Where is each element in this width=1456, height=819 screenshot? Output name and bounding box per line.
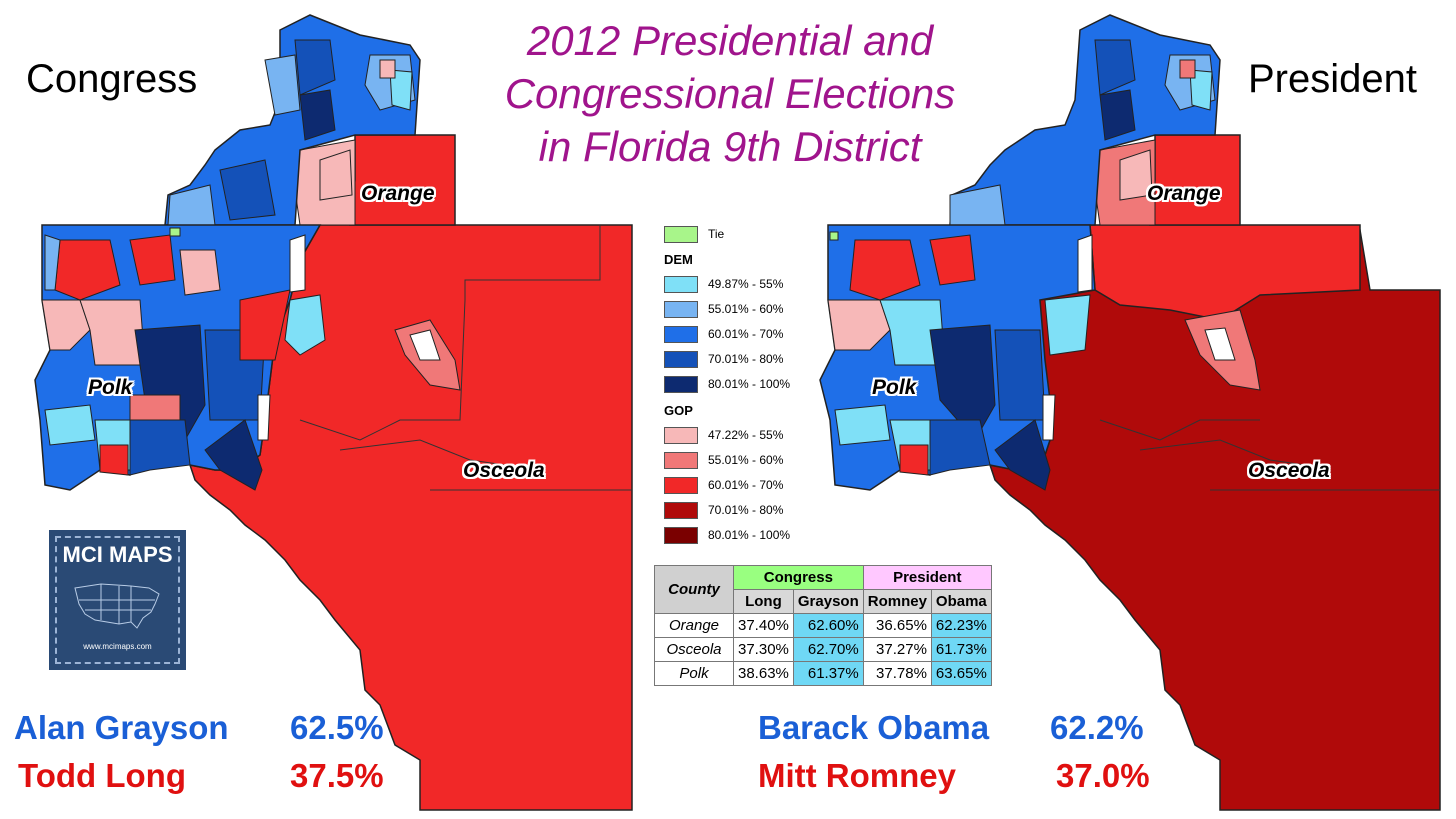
title-line-2: Congressional Elections	[504, 70, 956, 117]
legend-label: 60.01% - 70%	[708, 478, 784, 492]
legend-gop-3: 60.01% - 70%	[664, 475, 783, 495]
legend-tie: Tie	[664, 224, 724, 244]
romney-header: Romney	[862, 589, 932, 614]
candidate-pct: 37.5%	[290, 757, 384, 794]
grayson-result: Alan Grayson	[14, 709, 229, 747]
legend-swatch	[664, 426, 698, 444]
legend-gop-4: 70.01% - 80%	[664, 500, 783, 520]
row-obama: 61.73%	[930, 637, 992, 662]
legend-dem-2: 55.01% - 60%	[664, 299, 783, 319]
congress-map	[34, 14, 633, 811]
candidate-pct: 37.0%	[1056, 757, 1150, 794]
legend-label: 70.01% - 80%	[708, 503, 784, 517]
legend-swatch	[664, 275, 698, 293]
table-row: Orange 37.40% 62.60% 36.65% 62.23%	[654, 613, 992, 638]
candidate-name: Alan Grayson	[14, 709, 229, 746]
table-row: Polk 38.63% 61.37% 37.78% 63.65%	[654, 661, 992, 686]
legend-swatch	[664, 526, 698, 544]
obama-pct: 62.2%	[1050, 709, 1144, 747]
logo-stamp-border	[55, 536, 180, 664]
county-label-polk-left: Polk	[88, 376, 133, 399]
row-grayson: 62.60%	[792, 613, 864, 638]
mci-maps-logo: MCI MAPS www.mcimaps.com	[49, 530, 186, 670]
legend-label: 47.22% - 55%	[708, 428, 784, 442]
candidate-pct: 62.2%	[1050, 709, 1144, 746]
row-romney: 37.78%	[862, 661, 932, 686]
legend-label: 80.01% - 100%	[708, 528, 791, 542]
legend-swatch	[664, 225, 698, 243]
legend-swatch	[664, 501, 698, 519]
obama-result: Barack Obama	[758, 709, 989, 747]
logo-url: www.mcimaps.com	[83, 642, 152, 651]
row-obama: 62.23%	[930, 613, 992, 638]
congress-header: Congress	[733, 565, 864, 590]
candidate-name: Todd Long	[18, 757, 186, 794]
legend-swatch	[664, 325, 698, 343]
legend-label: 70.01% - 80%	[708, 352, 784, 366]
legend-dem-1: 49.87% - 55%	[664, 274, 783, 294]
legend-dem-4: 70.01% - 80%	[664, 349, 783, 369]
legend-dem-header: DEM	[664, 252, 693, 267]
legend-dem-3: 60.01% - 70%	[664, 324, 783, 344]
long-header: Long	[733, 589, 794, 614]
legend-label: 80.01% - 100%	[708, 377, 791, 391]
county-label-osceola-right: Osceola	[1248, 459, 1330, 482]
president-map-label: President	[1248, 57, 1417, 101]
legend-swatch	[664, 375, 698, 393]
row-county: Orange	[654, 613, 734, 638]
row-grayson: 62.70%	[792, 637, 864, 662]
congress-map-label: Congress	[26, 57, 198, 101]
legend-swatch	[664, 451, 698, 469]
legend-label: 55.01% - 60%	[708, 302, 784, 316]
long-result: Todd Long	[18, 757, 186, 795]
legend-swatch	[664, 350, 698, 368]
legend-gop-header: GOP	[664, 403, 693, 418]
legend-dem-5: 80.01% - 100%	[664, 374, 790, 394]
row-long: 37.40%	[733, 613, 794, 638]
legend-gop-5: 80.01% - 100%	[664, 525, 790, 545]
title-line-1: 2012 Presidential and	[526, 17, 934, 64]
legend-swatch	[664, 476, 698, 494]
county-header: County	[654, 565, 734, 614]
obama-header: Obama	[930, 589, 992, 614]
candidate-name: Mitt Romney	[758, 757, 956, 794]
legend-label: Tie	[708, 227, 725, 241]
romney-pct: 37.0%	[1056, 757, 1150, 795]
table-row: Osceola 37.30% 62.70% 37.27% 61.73%	[654, 637, 992, 662]
candidate-name: Barack Obama	[758, 709, 990, 746]
long-pct: 37.5%	[290, 757, 384, 795]
logo-title: MCI MAPS	[62, 542, 173, 567]
county-label-orange-left: Orange	[361, 182, 435, 205]
romney-result: Mitt Romney	[758, 757, 956, 795]
row-long: 37.30%	[733, 637, 794, 662]
title-line-3: in Florida 9th District	[538, 123, 922, 170]
county-label-osceola-left: Osceola	[463, 459, 545, 482]
president-map	[819, 14, 1441, 811]
legend-label: 55.01% - 60%	[708, 453, 784, 467]
grayson-pct: 62.5%	[290, 709, 384, 747]
legend-label: 60.01% - 70%	[708, 327, 784, 341]
row-romney: 36.65%	[862, 613, 932, 638]
row-county: Osceola	[654, 637, 734, 662]
grayson-header: Grayson	[792, 589, 864, 614]
row-long: 38.63%	[733, 661, 794, 686]
candidate-pct: 62.5%	[290, 709, 384, 746]
usa-map-icon	[74, 583, 160, 629]
county-label-orange-right: Orange	[1147, 182, 1221, 205]
row-romney: 37.27%	[862, 637, 932, 662]
chart-title: 2012 Presidential and Congressional Elec…	[440, 14, 1020, 173]
legend-swatch	[664, 300, 698, 318]
row-grayson: 61.37%	[792, 661, 864, 686]
county-results-table: County Congress President Long Grayson R…	[654, 565, 992, 686]
legend-gop-1: 47.22% - 55%	[664, 425, 783, 445]
president-header: President	[862, 565, 992, 590]
legend-label: 49.87% - 55%	[708, 277, 784, 291]
row-obama: 63.65%	[930, 661, 992, 686]
county-label-polk-right: Polk	[872, 376, 917, 399]
legend-gop-2: 55.01% - 60%	[664, 450, 783, 470]
row-county: Polk	[654, 661, 734, 686]
